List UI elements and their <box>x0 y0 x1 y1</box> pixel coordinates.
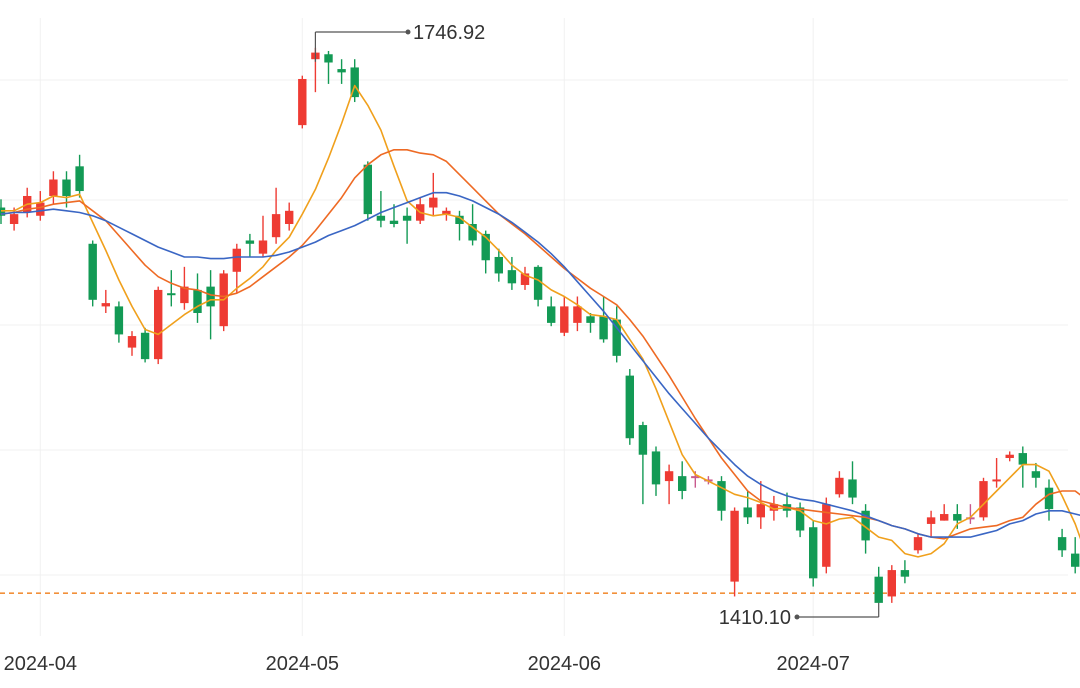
candle-body <box>1005 454 1014 459</box>
candle-body <box>114 306 124 335</box>
candle-body <box>285 210 294 224</box>
candle-body <box>586 316 595 323</box>
candle-body <box>180 286 189 304</box>
candle-body <box>468 224 477 241</box>
candle-body <box>926 517 936 524</box>
candle-body <box>402 215 412 221</box>
candle-body <box>363 164 372 215</box>
candle-body <box>245 240 255 244</box>
candle-body <box>966 517 975 520</box>
candle-body <box>822 504 831 567</box>
candle-body <box>835 477 844 495</box>
candle-body <box>455 215 464 224</box>
x-axis: 2024-04 2024-05 2024-06 2024-07 <box>4 653 850 675</box>
candle-body <box>861 510 870 541</box>
candle-body <box>75 166 84 192</box>
candle-body <box>533 266 543 300</box>
candle-body <box>167 293 176 296</box>
candle-body <box>547 306 556 323</box>
candle-body <box>913 537 923 551</box>
candle-body <box>376 215 386 221</box>
ma-long-line <box>0 191 1080 538</box>
candle-body <box>507 270 517 284</box>
candle-body <box>9 214 19 224</box>
candle-body <box>481 233 490 261</box>
ma-short-line <box>1 84 1080 558</box>
candle-body <box>193 289 202 313</box>
candle-body <box>36 202 45 216</box>
x-tick-label: 2024-04 <box>4 653 77 675</box>
candle-body <box>0 207 6 216</box>
candle-body <box>258 240 268 254</box>
candle-body <box>664 471 674 482</box>
candle-body <box>232 248 241 272</box>
candle-body <box>573 306 582 323</box>
candle-body <box>940 514 949 521</box>
candle-body <box>154 289 163 360</box>
candle-body <box>756 504 765 518</box>
candle-body <box>88 243 97 300</box>
candle-body <box>271 214 281 238</box>
candle-body <box>62 179 71 196</box>
candle-body <box>691 476 700 479</box>
candle-body <box>520 273 530 285</box>
candle-body <box>953 514 962 521</box>
candle-body <box>795 507 805 531</box>
candle-body <box>49 179 58 196</box>
candle-body <box>1044 487 1054 510</box>
moving-averages <box>0 84 1080 558</box>
candle-body <box>1018 453 1027 465</box>
candle-body <box>743 507 752 518</box>
candle-body <box>979 481 988 518</box>
candle-body <box>992 479 1001 482</box>
candle-body <box>809 527 818 579</box>
candle-body <box>769 504 779 511</box>
candle-body <box>140 332 150 360</box>
candle-body <box>651 451 661 485</box>
candle-body <box>730 510 739 582</box>
candle-body <box>717 481 726 511</box>
annotations: 1746.92 1410.10 <box>314 22 880 629</box>
candle-body <box>874 576 883 603</box>
candle-body <box>337 69 346 73</box>
candle-body <box>678 476 687 491</box>
candle-body <box>429 197 438 208</box>
low-price-label: 1410.10 <box>719 607 791 629</box>
candle-body <box>887 570 896 597</box>
candle-body <box>101 303 110 307</box>
candle-body <box>638 425 648 455</box>
ma-mid-line <box>0 149 1080 540</box>
candle-body <box>560 306 569 333</box>
x-tick-label: 2024-07 <box>776 653 849 675</box>
candle-body <box>848 479 857 498</box>
candle-body <box>298 78 307 126</box>
candle-body <box>442 210 451 215</box>
candle-body <box>1071 553 1080 567</box>
candle-body <box>494 256 503 274</box>
candle-body <box>1057 537 1067 551</box>
candle-body <box>625 375 634 439</box>
x-tick-label: 2024-06 <box>528 653 601 675</box>
high-price-label: 1746.92 <box>413 22 485 44</box>
candle-body <box>324 54 333 63</box>
candle-body <box>599 316 608 340</box>
candle-body <box>900 570 910 577</box>
candle-body <box>612 319 621 356</box>
candle-body <box>1031 471 1041 478</box>
candle-body <box>127 336 137 348</box>
x-tick-label: 2024-05 <box>266 653 339 675</box>
candle-body <box>350 67 359 98</box>
candle-body <box>206 286 215 307</box>
candle-body <box>389 220 399 224</box>
